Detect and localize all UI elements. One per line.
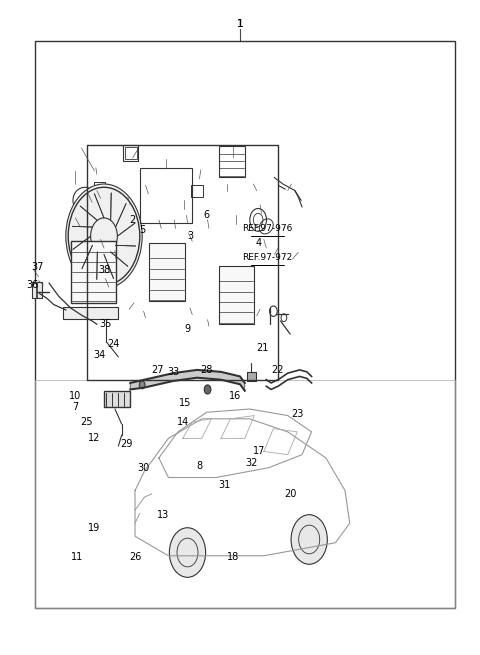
Text: 29: 29 [120, 439, 132, 449]
Text: 1: 1 [237, 19, 243, 29]
Text: 12: 12 [88, 434, 101, 443]
Bar [35, 380, 455, 608]
Text: 20: 20 [284, 489, 296, 499]
Text: 5: 5 [139, 225, 145, 234]
Text: 23: 23 [291, 409, 303, 419]
Ellipse shape [66, 184, 142, 288]
Text: 22: 22 [271, 365, 284, 375]
Text: 14: 14 [177, 417, 189, 427]
Text: 38: 38 [98, 265, 110, 275]
Bar [123, 145, 138, 161]
Text: 36: 36 [26, 280, 38, 290]
Bar [104, 391, 130, 407]
Text: 3: 3 [187, 231, 193, 241]
Text: 7: 7 [72, 402, 79, 412]
Bar [140, 168, 192, 223]
Text: 30: 30 [137, 462, 150, 473]
Circle shape [204, 385, 211, 394]
Text: 8: 8 [196, 460, 203, 471]
Text: 26: 26 [129, 552, 141, 562]
Text: 33: 33 [167, 367, 180, 377]
Bar [218, 265, 254, 324]
Text: 1: 1 [237, 19, 243, 29]
Bar [218, 146, 245, 178]
Text: 25: 25 [80, 417, 93, 427]
Bar [95, 182, 105, 194]
Text: 9: 9 [184, 324, 191, 335]
Text: 16: 16 [229, 391, 241, 401]
Bar [192, 185, 203, 197]
Text: 28: 28 [201, 365, 213, 375]
Polygon shape [130, 370, 245, 391]
Text: 31: 31 [218, 480, 231, 491]
Bar [35, 41, 455, 608]
Bar [124, 147, 137, 159]
Text: 21: 21 [257, 343, 269, 353]
Text: REF.97-972: REF.97-972 [242, 253, 293, 261]
Text: 32: 32 [246, 458, 258, 468]
Bar [33, 282, 42, 298]
Text: 34: 34 [93, 350, 105, 360]
Text: 10: 10 [69, 391, 82, 401]
Bar [247, 372, 256, 381]
Circle shape [169, 528, 205, 577]
Text: 6: 6 [204, 210, 210, 220]
Text: 18: 18 [227, 552, 239, 562]
Text: REF.97-976: REF.97-976 [242, 224, 293, 233]
Text: 19: 19 [88, 523, 101, 533]
Text: 35: 35 [99, 319, 112, 329]
Text: 11: 11 [71, 552, 83, 562]
Text: 13: 13 [156, 510, 169, 520]
Bar [149, 243, 185, 301]
Text: 4: 4 [256, 238, 262, 248]
Circle shape [291, 515, 327, 564]
Circle shape [139, 381, 145, 389]
Text: 27: 27 [152, 365, 164, 375]
Text: 15: 15 [179, 398, 192, 407]
Text: 24: 24 [108, 339, 120, 349]
Text: 17: 17 [253, 447, 265, 457]
Bar [71, 241, 116, 303]
Bar [63, 307, 118, 319]
Text: 2: 2 [130, 215, 136, 225]
Text: 37: 37 [31, 263, 43, 272]
